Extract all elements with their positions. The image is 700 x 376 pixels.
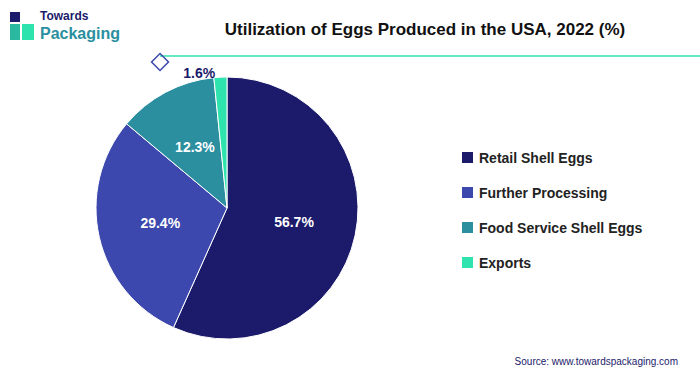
svg-text:Source: www.towardspackaging.c: Source: www.towardspackaging.com bbox=[515, 356, 678, 367]
svg-text:Utilization of Eggs Produced i: Utilization of Eggs Produced in the USA,… bbox=[225, 20, 626, 39]
svg-text:Exports: Exports bbox=[479, 255, 531, 271]
svg-text:Further Processing: Further Processing bbox=[479, 185, 607, 201]
svg-text:Retail Shell Eggs: Retail Shell Eggs bbox=[479, 150, 593, 166]
svg-text:12.3%: 12.3% bbox=[175, 139, 215, 155]
svg-text:Towards: Towards bbox=[40, 9, 89, 23]
svg-text:Packaging: Packaging bbox=[40, 25, 120, 42]
svg-text:56.7%: 56.7% bbox=[274, 214, 314, 230]
svg-text:29.4%: 29.4% bbox=[140, 215, 180, 231]
svg-text:1.6%: 1.6% bbox=[183, 65, 215, 81]
svg-text:Food Service Shell Eggs: Food Service Shell Eggs bbox=[479, 220, 643, 236]
